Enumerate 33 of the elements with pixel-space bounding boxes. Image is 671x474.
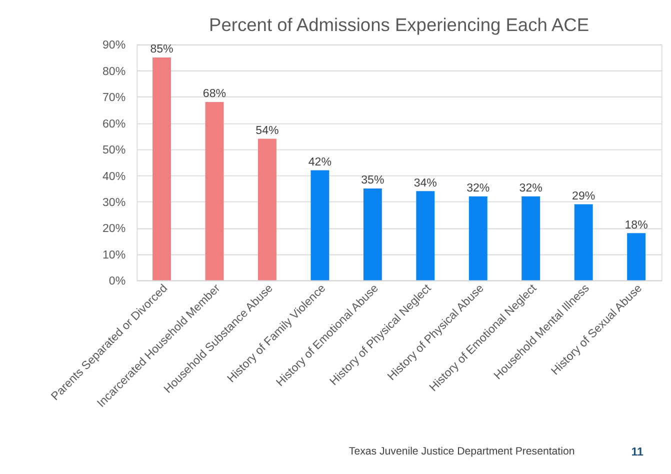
data-label: 32%: [519, 182, 542, 195]
data-label: 29%: [572, 190, 596, 202]
chart-title: Percent of Admissions Experiencing Each ACE: [209, 14, 590, 35]
bar: [363, 188, 382, 280]
y-tick-label: 90%: [102, 40, 126, 52]
data-label: 35%: [361, 174, 384, 187]
data-label: 54%: [256, 124, 279, 137]
bar: [468, 196, 488, 280]
y-tick-label: 30%: [102, 196, 126, 209]
y-tick-label: 80%: [102, 66, 126, 78]
y-tick-label: 40%: [102, 170, 126, 183]
bar: [574, 204, 593, 280]
bar: [310, 170, 330, 280]
bar: [627, 233, 646, 280]
y-tick-label: 20%: [102, 223, 126, 236]
y-tick-label: 0%: [108, 276, 126, 288]
data-label: 34%: [414, 177, 437, 190]
data-label: 68%: [202, 88, 226, 100]
bar: [522, 196, 540, 280]
bar: [258, 138, 276, 280]
data-label: 18%: [624, 219, 648, 232]
data-label: 85%: [150, 44, 174, 56]
y-tick-label: 50%: [102, 144, 126, 157]
data-label: 32%: [466, 182, 490, 195]
bar: [152, 58, 171, 280]
y-tick-label: 60%: [102, 118, 126, 130]
bar: [416, 191, 435, 280]
bar: [205, 102, 224, 280]
y-tick-label: 70%: [102, 92, 126, 104]
text: Texas Juvenile Justice Department Presentation: [348, 446, 575, 458]
y-tick-label: 10%: [102, 249, 126, 262]
data-label: 42%: [308, 156, 332, 168]
text: 11: [631, 446, 644, 458]
